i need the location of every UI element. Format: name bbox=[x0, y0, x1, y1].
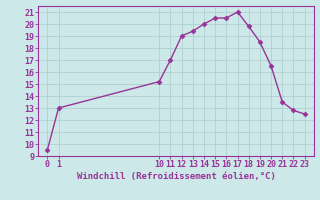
X-axis label: Windchill (Refroidissement éolien,°C): Windchill (Refroidissement éolien,°C) bbox=[76, 172, 276, 181]
